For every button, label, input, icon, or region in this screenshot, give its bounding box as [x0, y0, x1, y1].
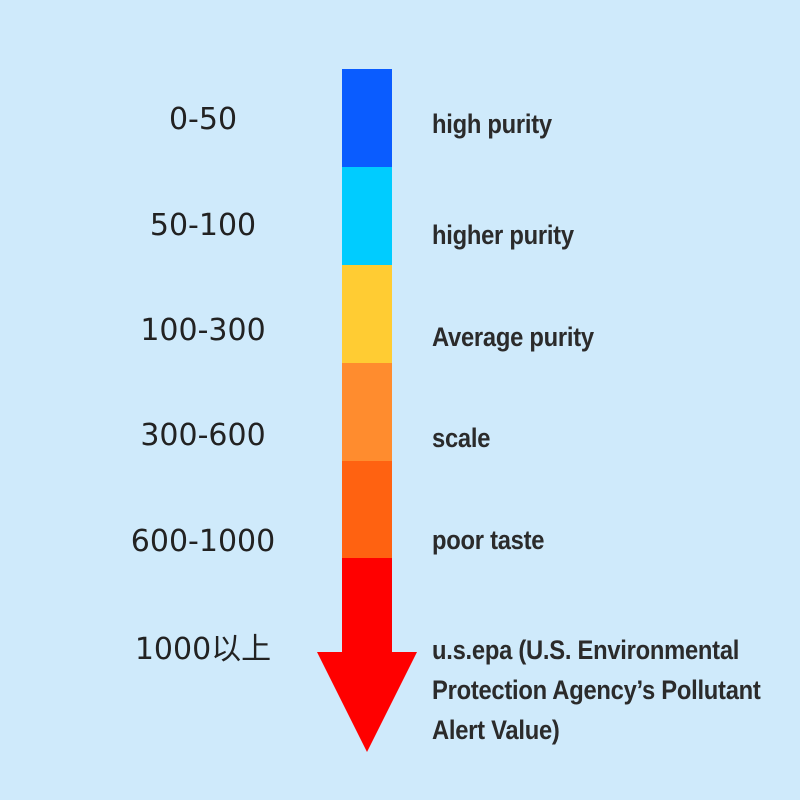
level-label-2: Average purity	[432, 322, 594, 352]
level-label-1: higher purity	[432, 220, 574, 250]
range-label-1: 50-100	[149, 208, 257, 243]
range-label-4: 600-1000	[130, 524, 276, 559]
segment-3	[342, 363, 392, 462]
segment-5-arrowhead	[317, 558, 417, 752]
level-label-5: u.s.epa (U.S. Environmental Protection A…	[432, 635, 761, 745]
range-label-0: 0-50	[168, 102, 238, 137]
segment-2	[342, 265, 392, 364]
segment-1	[342, 167, 392, 266]
segment-4	[342, 461, 392, 559]
range-label-2: 100-300	[140, 313, 266, 348]
range-label-3: 300-600	[140, 418, 266, 453]
level-label-0: high purity	[432, 109, 552, 139]
range-label-5: 1000以上	[134, 632, 272, 667]
level-label-4: poor taste	[432, 525, 545, 555]
level-label-3: scale	[432, 423, 491, 453]
segment-0	[342, 69, 392, 168]
